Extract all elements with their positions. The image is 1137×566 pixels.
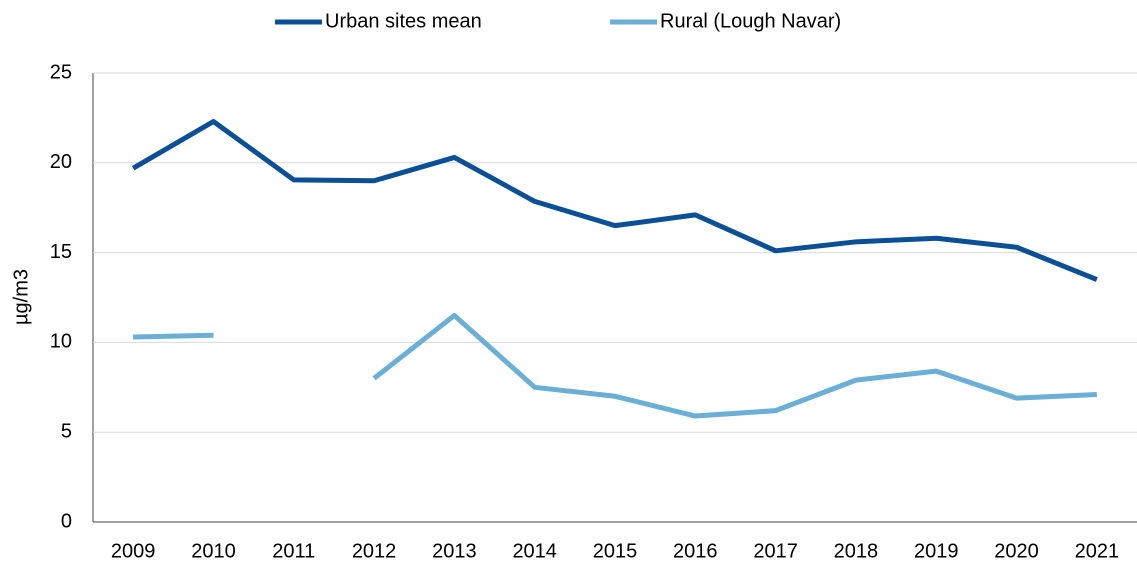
x-tick-label: 2017 bbox=[753, 540, 798, 562]
x-tick-label: 2018 bbox=[834, 540, 879, 562]
y-tick-label: 5 bbox=[61, 420, 72, 442]
x-tick-label: 2009 bbox=[111, 540, 156, 562]
y-axis-label: µg/m3 bbox=[10, 269, 32, 325]
y-tick-label: 20 bbox=[50, 151, 72, 173]
x-tick-label: 2021 bbox=[1075, 540, 1120, 562]
x-tick-label: 2013 bbox=[432, 540, 477, 562]
x-tick-label: 2011 bbox=[272, 540, 315, 562]
x-tick-label: 2016 bbox=[673, 540, 718, 562]
y-tick-label: 10 bbox=[50, 331, 72, 353]
x-tick-label: 2012 bbox=[352, 540, 397, 562]
legend-label: Urban sites mean bbox=[325, 10, 482, 32]
x-tick-label: 2020 bbox=[994, 540, 1039, 562]
series-line bbox=[131, 118, 1098, 282]
x-tick-label: 2010 bbox=[191, 540, 236, 562]
y-tick-label: 25 bbox=[50, 61, 72, 83]
legend-label: Rural (Lough Navar) bbox=[660, 10, 841, 32]
series-line bbox=[133, 312, 1097, 419]
y-tick-label: 15 bbox=[50, 241, 72, 263]
x-tick-label: 2014 bbox=[512, 540, 557, 562]
x-tick-label: 2015 bbox=[593, 540, 638, 562]
x-tick-label: 2019 bbox=[914, 540, 959, 562]
y-tick-label: 0 bbox=[61, 510, 72, 532]
